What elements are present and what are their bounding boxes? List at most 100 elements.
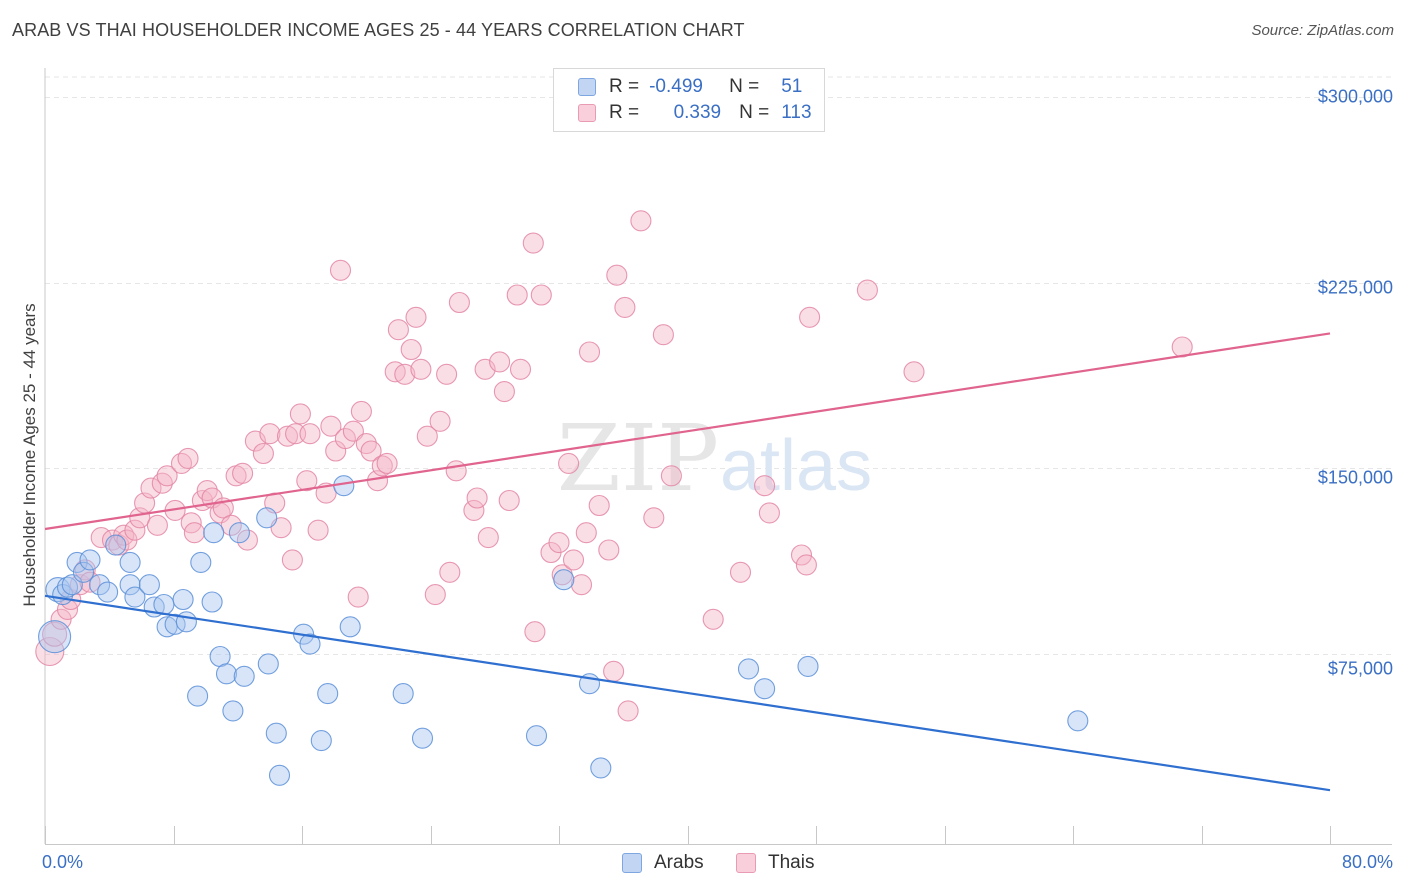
point-arabs — [1067, 710, 1089, 732]
point-thais — [285, 423, 307, 445]
point-arabs — [172, 588, 194, 611]
trend-line-thais — [44, 332, 1331, 531]
point-arabs — [268, 764, 291, 786]
point-thais — [320, 415, 342, 437]
point-arabs — [233, 665, 255, 687]
point-thais — [603, 660, 625, 682]
point-thais — [436, 363, 458, 385]
y-tick-label-225000: $225,000 — [1317, 277, 1393, 298]
y-tick-label-300000: $300,000 — [1317, 86, 1393, 107]
point-thais — [617, 700, 639, 722]
point-thais — [754, 475, 776, 497]
point-thais — [729, 561, 752, 583]
point-thais — [360, 440, 382, 462]
point-thais — [575, 522, 597, 544]
point-arabs — [737, 658, 760, 680]
point-thais — [445, 460, 467, 482]
point-thais — [394, 363, 416, 385]
point-thais — [799, 306, 821, 328]
point-thais — [506, 284, 528, 306]
point-arabs — [310, 730, 332, 752]
point-thais — [183, 522, 205, 544]
point-thais — [614, 296, 636, 318]
point-thais — [606, 264, 628, 286]
legend-r-key: R = — [609, 102, 640, 123]
watermark-atlas: atlas — [720, 426, 872, 506]
point-thais — [342, 420, 364, 442]
point-thais — [276, 425, 299, 447]
point-thais — [281, 549, 303, 571]
series-arabs-points — [38, 475, 1089, 786]
point-thais — [562, 549, 585, 571]
legend-swatch-thais — [736, 853, 756, 873]
legend-swatch-thais — [578, 104, 596, 122]
point-thais — [236, 529, 258, 551]
correlation-legend: R = -0.499 N = 51 R = 0.339 N = 113 — [553, 68, 825, 132]
point-arabs — [797, 655, 819, 677]
trend-line-arabs — [44, 594, 1331, 792]
chart-title: ARAB VS THAI HOUSEHOLDER INCOME AGES 25 … — [12, 20, 745, 40]
point-thais — [299, 423, 321, 445]
point-thais — [156, 465, 178, 487]
trend-lines — [44, 332, 1331, 792]
legend-swatch-arabs — [578, 78, 596, 96]
point-thais — [259, 423, 281, 445]
point-arabs — [175, 611, 197, 633]
point-arabs — [153, 593, 175, 616]
point-arabs — [38, 620, 72, 654]
point-thais — [660, 465, 682, 487]
point-arabs — [392, 683, 414, 705]
point-arabs — [754, 678, 776, 700]
point-thais — [530, 284, 552, 306]
source-credit: Source: ZipAtlas.com — [1251, 22, 1394, 39]
point-arabs — [124, 586, 146, 608]
point-thais — [146, 514, 168, 536]
point-arabs — [257, 653, 279, 675]
point-thais — [439, 561, 461, 583]
point-thais — [795, 554, 817, 576]
point-thais — [400, 338, 422, 361]
point-thais — [315, 482, 337, 504]
point-thais — [448, 291, 470, 314]
x-tick-label-max: 80.0% — [1341, 852, 1393, 872]
point-thais — [424, 584, 446, 606]
point-thais — [463, 499, 485, 521]
point-thais — [252, 442, 274, 465]
point-thais — [289, 403, 311, 425]
point-arabs — [215, 663, 238, 685]
point-thais — [493, 381, 515, 403]
point-thais — [410, 358, 432, 380]
point-thais — [140, 477, 162, 499]
legend-r-value-arabs: -0.499 — [649, 76, 703, 97]
point-thais — [578, 341, 601, 363]
legend-item-arabs[interactable]: Arabs — [622, 852, 704, 874]
point-arabs — [79, 549, 101, 571]
point-arabs — [553, 569, 575, 591]
point-thais — [220, 514, 242, 536]
series-thais-points — [35, 210, 1193, 722]
point-arabs — [590, 757, 612, 779]
point-thais — [856, 279, 878, 301]
point-thais — [42, 621, 68, 647]
legend-n-value-arabs: 51 — [781, 76, 803, 97]
point-thais — [630, 210, 652, 232]
legend-r-value-thais: 0.339 — [673, 102, 722, 123]
point-arabs — [138, 574, 160, 596]
y-tick-label-150000: $150,000 — [1317, 467, 1393, 488]
legend-item-thais[interactable]: Thais — [736, 852, 814, 874]
point-thais — [522, 232, 544, 254]
point-arabs — [187, 685, 209, 707]
point-thais — [598, 539, 620, 561]
point-thais — [334, 428, 356, 450]
point-arabs — [228, 522, 250, 544]
point-arabs — [317, 683, 339, 705]
point-thais — [466, 487, 488, 509]
series-legend: Arabs Thais — [0, 852, 1406, 878]
point-arabs — [525, 725, 548, 747]
point-thais — [124, 519, 146, 541]
point-arabs — [190, 551, 212, 573]
point-thais — [270, 517, 292, 539]
point-thais — [307, 519, 329, 541]
legend-row-arabs: R = -0.499 N = 51 — [578, 76, 802, 98]
